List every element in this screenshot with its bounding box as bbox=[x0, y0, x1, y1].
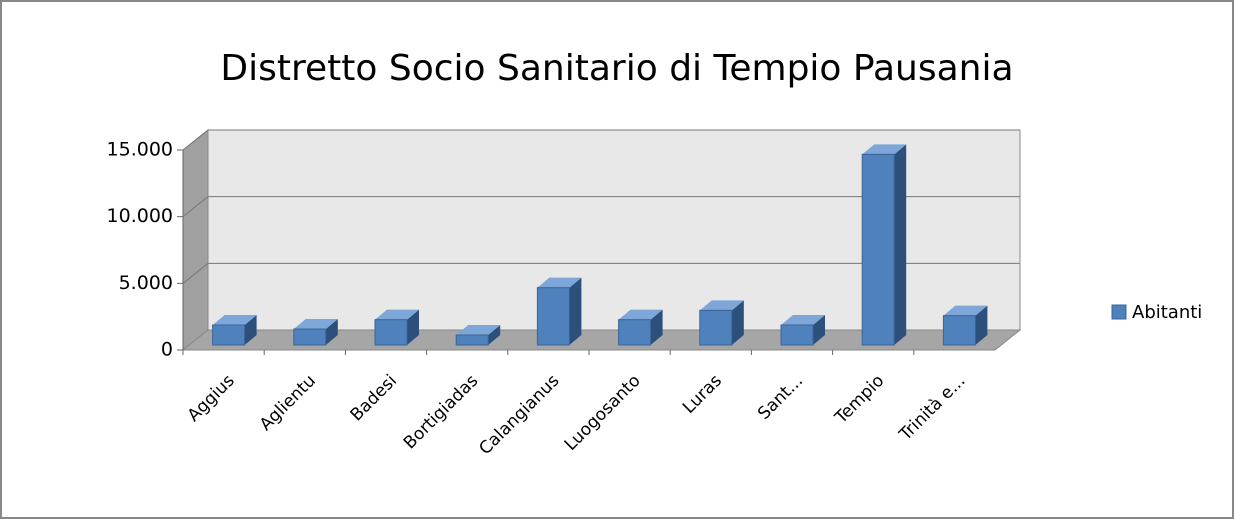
y-tick-label: 15.000 bbox=[107, 139, 173, 161]
bar-top bbox=[375, 309, 419, 320]
bar-top bbox=[781, 315, 825, 325]
chart-title: Distretto Socio Sanitario di Tempio Paus… bbox=[220, 48, 1013, 89]
bar bbox=[374, 319, 408, 346]
bar-top bbox=[699, 300, 744, 311]
bar-side bbox=[325, 319, 338, 345]
bar-side bbox=[569, 277, 582, 345]
bar bbox=[780, 324, 814, 346]
legend-label: Abitanti bbox=[1132, 302, 1202, 323]
grid-line bbox=[182, 129, 1020, 151]
side-wall bbox=[182, 128, 209, 352]
bar bbox=[212, 324, 246, 346]
bar-top bbox=[537, 277, 582, 288]
y-tick-label: 0 bbox=[161, 339, 173, 361]
legend-swatch bbox=[1111, 304, 1127, 320]
bar bbox=[455, 334, 489, 346]
grid-line bbox=[182, 196, 1020, 218]
bar-side bbox=[488, 325, 501, 345]
bar bbox=[293, 328, 327, 346]
bar-side bbox=[407, 309, 419, 345]
bar-side bbox=[894, 144, 907, 345]
bar-top bbox=[456, 325, 501, 335]
bar-top bbox=[618, 309, 663, 320]
bar-top bbox=[862, 144, 907, 155]
y-tick-label: 10.000 bbox=[107, 205, 173, 227]
bar bbox=[536, 287, 570, 346]
bar-top bbox=[212, 315, 257, 325]
bar bbox=[942, 315, 976, 346]
bar bbox=[618, 319, 652, 346]
bar-side bbox=[650, 309, 663, 345]
bar-top bbox=[943, 305, 988, 316]
bar-side bbox=[975, 305, 988, 345]
bar-side bbox=[731, 300, 744, 345]
bar bbox=[699, 309, 733, 346]
bar-top bbox=[293, 319, 338, 329]
grid-line bbox=[182, 262, 1020, 284]
y-tick-label: 5.000 bbox=[119, 272, 173, 294]
bar bbox=[861, 153, 895, 346]
